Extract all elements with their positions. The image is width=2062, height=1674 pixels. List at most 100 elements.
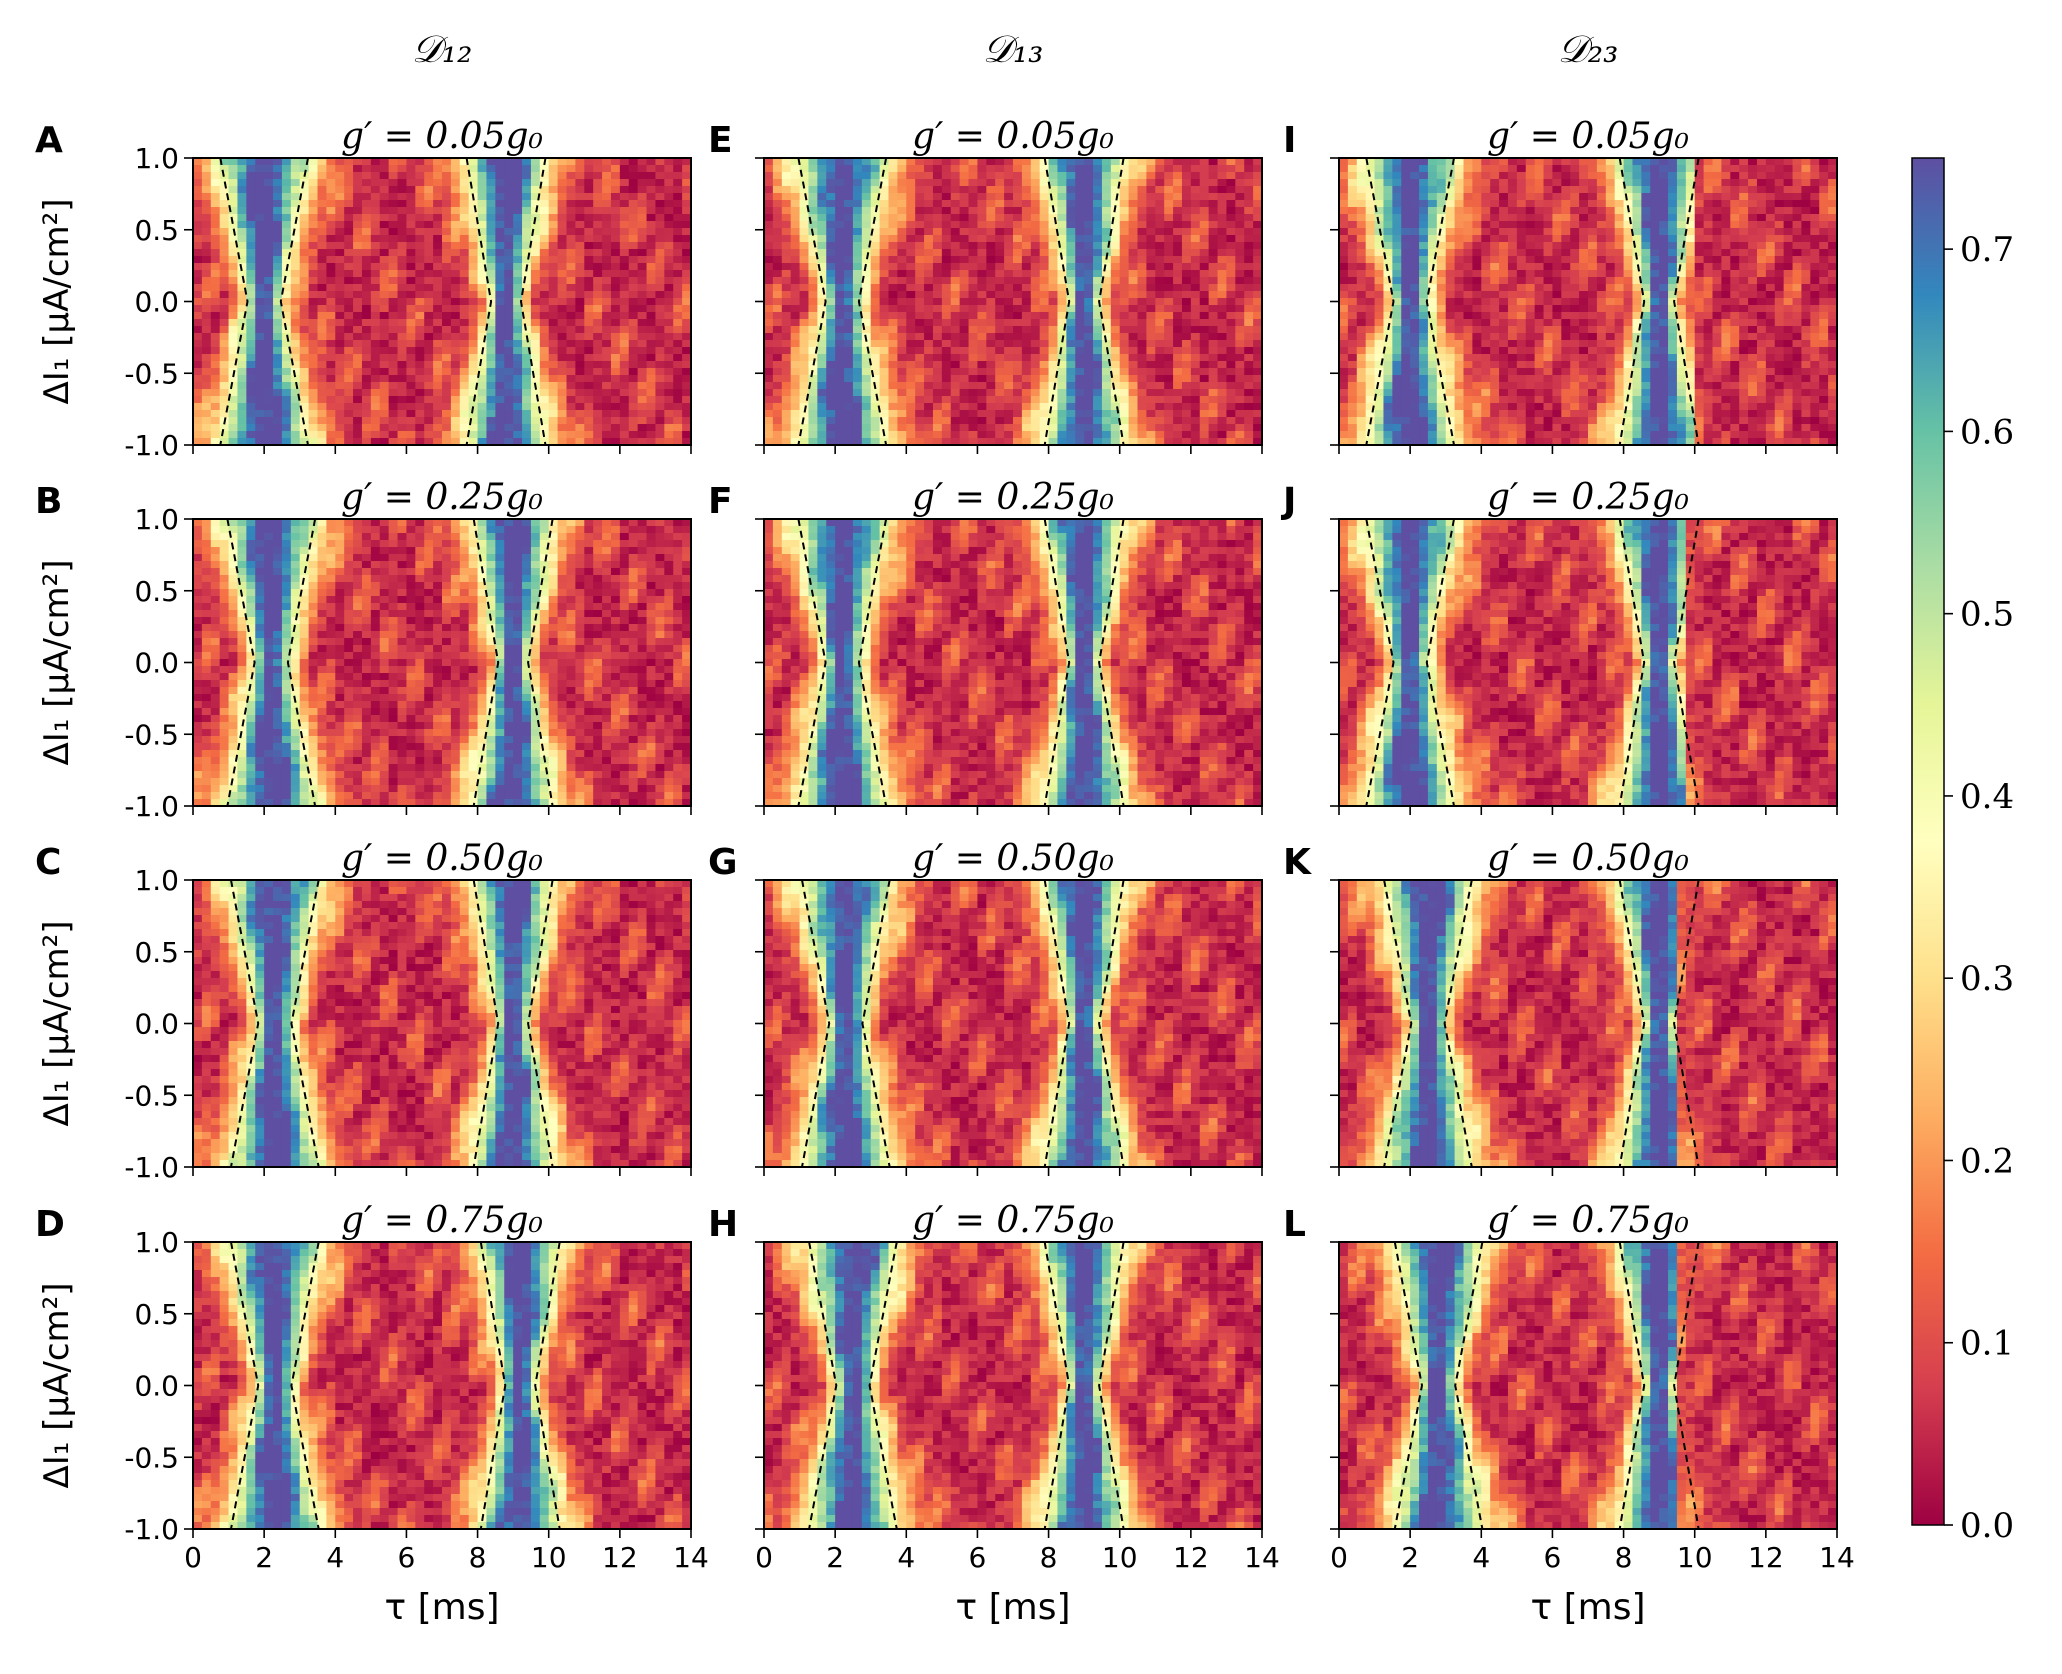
- heatmap-cell: [389, 687, 398, 695]
- heatmap-cell: [522, 540, 531, 548]
- heatmap-cell: [255, 396, 264, 404]
- heatmap-cell: [549, 312, 558, 320]
- heatmap-cell: [389, 389, 398, 397]
- heatmap-cell: [211, 375, 220, 383]
- heatmap-cell: [442, 158, 451, 166]
- heatmap-cell: [504, 298, 513, 306]
- heatmap-cell: [318, 284, 327, 292]
- heatmap-cell: [558, 666, 567, 674]
- heatmap-cell: [291, 312, 300, 320]
- heatmap-cell: [673, 186, 682, 194]
- heatmap-cell: [495, 526, 504, 534]
- heatmap-cell: [406, 235, 415, 243]
- heatmap-cell: [558, 561, 567, 569]
- heatmap-cell: [655, 575, 664, 583]
- heatmap-cell: [584, 165, 593, 173]
- heatmap-cell: [309, 750, 318, 758]
- heatmap-cell: [433, 424, 442, 432]
- heatmap-cell: [655, 533, 664, 541]
- heatmap-cell: [371, 179, 380, 187]
- heatmap-cell: [202, 158, 211, 166]
- heatmap-cell: [246, 750, 255, 758]
- heatmap-cell: [504, 158, 513, 166]
- heatmap-cell: [638, 368, 647, 376]
- heatmap-cell: [291, 533, 300, 541]
- heatmap-cell: [398, 596, 407, 604]
- heatmap-cell: [433, 694, 442, 702]
- heatmap-cell: [211, 179, 220, 187]
- heatmap-cell: [433, 403, 442, 411]
- heatmap-cell: [584, 526, 593, 534]
- heatmap-cell: [398, 610, 407, 618]
- heatmap-cell: [255, 284, 264, 292]
- heatmap-cell: [460, 603, 469, 611]
- heatmap-cell: [567, 389, 576, 397]
- heatmap-cell: [469, 277, 478, 285]
- heatmap-cell: [282, 589, 291, 597]
- heatmap-cell: [549, 715, 558, 723]
- heatmap-cell: [638, 165, 647, 173]
- heatmap-cell: [531, 417, 540, 425]
- heatmap-cell: [291, 158, 300, 166]
- heatmap-cell: [531, 200, 540, 208]
- heatmap-cell: [335, 743, 344, 751]
- heatmap-cell: [220, 361, 229, 369]
- heatmap-cell: [193, 382, 202, 390]
- heatmap-cell: [540, 403, 549, 411]
- heatmap-cell: [246, 326, 255, 334]
- heatmap-cell: [549, 582, 558, 590]
- heatmap-cell: [362, 575, 371, 583]
- heatmap-cell: [309, 743, 318, 751]
- heatmap-cell: [255, 708, 264, 716]
- heatmap-cell: [638, 610, 647, 618]
- heatmap-cell: [300, 368, 309, 376]
- heatmap-cell: [611, 603, 620, 611]
- heatmap-cell: [522, 582, 531, 590]
- heatmap-cell: [567, 526, 576, 534]
- heatmap-cell: [433, 410, 442, 418]
- heatmap-cell: [620, 396, 629, 404]
- heatmap-cell: [531, 568, 540, 576]
- heatmap-cell: [442, 186, 451, 194]
- heatmap-cell: [638, 547, 647, 555]
- heatmap-cell: [362, 249, 371, 257]
- heatmap-cell: [389, 165, 398, 173]
- heatmap-cell: [264, 207, 273, 215]
- heatmap-cell: [415, 214, 424, 222]
- heatmap-cell: [549, 389, 558, 397]
- heatmap-cell: [291, 561, 300, 569]
- heatmap-cell: [344, 340, 353, 348]
- heatmap-cell: [655, 610, 664, 618]
- heatmap-cell: [309, 256, 318, 264]
- heatmap-cell: [318, 554, 327, 562]
- heatmap-cell: [398, 333, 407, 341]
- heatmap-cell: [602, 533, 611, 541]
- heatmap-cell: [237, 424, 246, 432]
- heatmap-cell: [237, 214, 246, 222]
- heatmap-cell: [255, 680, 264, 688]
- heatmap-cell: [309, 389, 318, 397]
- heatmap-cell: [398, 708, 407, 716]
- heatmap-cell: [211, 256, 220, 264]
- heatmap-cell: [513, 214, 522, 222]
- heatmap-cell: [415, 708, 424, 716]
- heatmap-cell: [300, 638, 309, 646]
- heatmap-cell: [424, 645, 433, 653]
- heatmap-cell: [647, 610, 656, 618]
- heatmap-cell: [326, 375, 335, 383]
- heatmap-cell: [353, 354, 362, 362]
- heatmap-cell: [549, 221, 558, 229]
- heatmap-cell: [460, 729, 469, 737]
- heatmap-cell: [611, 200, 620, 208]
- heatmap-cell: [371, 375, 380, 383]
- heatmap-cell: [486, 354, 495, 362]
- heatmap-cell: [647, 540, 656, 548]
- heatmap-cell: [389, 575, 398, 583]
- heatmap-cell: [335, 561, 344, 569]
- heatmap-cell: [326, 326, 335, 334]
- heatmap-cell: [415, 333, 424, 341]
- heatmap-cell: [415, 722, 424, 730]
- heatmap-cell: [202, 207, 211, 215]
- heatmap-cell: [193, 715, 202, 723]
- heatmap-cell: [371, 687, 380, 695]
